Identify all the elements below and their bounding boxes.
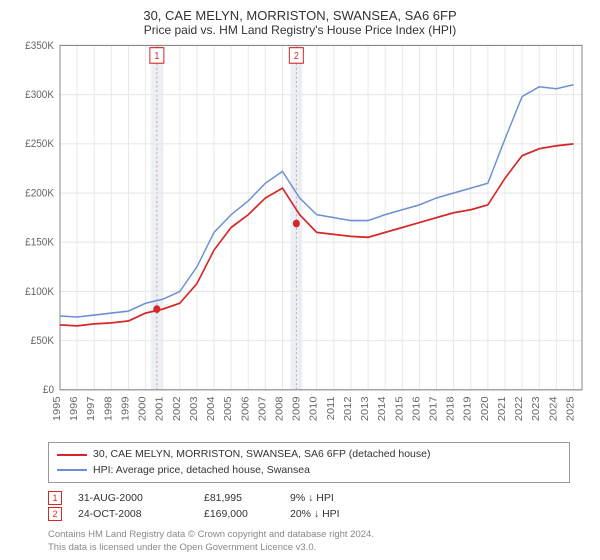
svg-text:1997: 1997	[86, 396, 97, 421]
svg-text:2005: 2005	[223, 396, 234, 421]
svg-text:2002: 2002	[171, 396, 182, 421]
svg-text:£200K: £200K	[25, 187, 54, 200]
svg-text:2024: 2024	[548, 396, 559, 421]
svg-text:2022: 2022	[514, 396, 525, 421]
svg-text:£50K: £50K	[31, 334, 54, 347]
legend: 30, CAE MELYN, MORRISTON, SWANSEA, SA6 6…	[48, 442, 570, 484]
marker-pct: 20% ↓ HPI	[290, 508, 380, 520]
svg-text:2017: 2017	[428, 396, 439, 421]
svg-text:2010: 2010	[308, 396, 319, 421]
legend-label: HPI: Average price, detached house, Swan…	[93, 463, 310, 479]
svg-text:1998: 1998	[103, 396, 114, 421]
svg-text:£150K: £150K	[25, 236, 54, 249]
svg-text:1999: 1999	[120, 396, 131, 421]
chart-subtitle: Price paid vs. HM Land Registry's House …	[10, 23, 590, 37]
svg-text:£300K: £300K	[25, 89, 54, 102]
svg-text:1995: 1995	[51, 396, 62, 421]
svg-text:£250K: £250K	[25, 138, 54, 151]
marker-price: £81,995	[204, 492, 274, 504]
svg-text:2014: 2014	[377, 396, 388, 421]
svg-text:1: 1	[154, 50, 159, 62]
svg-text:2020: 2020	[479, 396, 490, 421]
svg-text:1996: 1996	[69, 396, 80, 421]
legend-swatch	[57, 469, 87, 471]
marker-price: £169,000	[204, 508, 274, 520]
svg-text:2023: 2023	[531, 396, 542, 421]
svg-text:2013: 2013	[360, 396, 371, 421]
footer: Contains HM Land Registry data © Crown c…	[48, 529, 570, 554]
svg-text:2018: 2018	[445, 396, 456, 421]
svg-text:£350K: £350K	[25, 41, 54, 52]
marker-date: 31-AUG-2000	[78, 492, 188, 504]
svg-text:2025: 2025	[565, 396, 576, 421]
svg-text:2011: 2011	[325, 396, 336, 420]
footer-line: This data is licensed under the Open Gov…	[48, 542, 570, 554]
svg-text:2006: 2006	[240, 396, 251, 421]
footer-line: Contains HM Land Registry data © Crown c…	[48, 529, 570, 541]
svg-text:2003: 2003	[188, 396, 199, 421]
marker-badge: 2	[48, 507, 62, 521]
svg-text:2016: 2016	[411, 396, 422, 421]
svg-text:2021: 2021	[496, 396, 507, 421]
marker-row: 1 31-AUG-2000 £81,995 9% ↓ HPI	[48, 491, 570, 505]
svg-text:2012: 2012	[342, 396, 353, 421]
legend-item: 30, CAE MELYN, MORRISTON, SWANSEA, SA6 6…	[57, 447, 561, 463]
svg-text:2015: 2015	[394, 396, 405, 421]
svg-text:2008: 2008	[274, 396, 285, 421]
legend-label: 30, CAE MELYN, MORRISTON, SWANSEA, SA6 6…	[93, 447, 431, 463]
svg-text:2000: 2000	[137, 396, 148, 421]
legend-item: HPI: Average price, detached house, Swan…	[57, 463, 561, 479]
svg-text:2009: 2009	[291, 396, 302, 421]
svg-text:2: 2	[294, 50, 299, 62]
marker-date: 24-OCT-2008	[78, 508, 188, 520]
svg-text:2004: 2004	[206, 396, 217, 421]
legend-swatch	[57, 454, 87, 456]
chart-title: 30, CAE MELYN, MORRISTON, SWANSEA, SA6 6…	[10, 8, 590, 23]
svg-text:2007: 2007	[257, 396, 268, 421]
marker-row: 2 24-OCT-2008 £169,000 20% ↓ HPI	[48, 507, 570, 521]
marker-badge: 1	[48, 491, 62, 505]
chart: £0 £50K £100K £150K £200K £250K £300K £350K 1995…	[10, 41, 590, 430]
svg-text:2001: 2001	[154, 396, 165, 421]
svg-text:2019: 2019	[462, 396, 473, 421]
marker-pct: 9% ↓ HPI	[290, 492, 380, 504]
svg-text:£0: £0	[43, 384, 54, 397]
marker-table: 1 31-AUG-2000 £81,995 9% ↓ HPI 2 24-OCT-…	[48, 491, 570, 523]
svg-text:£100K: £100K	[25, 285, 54, 298]
